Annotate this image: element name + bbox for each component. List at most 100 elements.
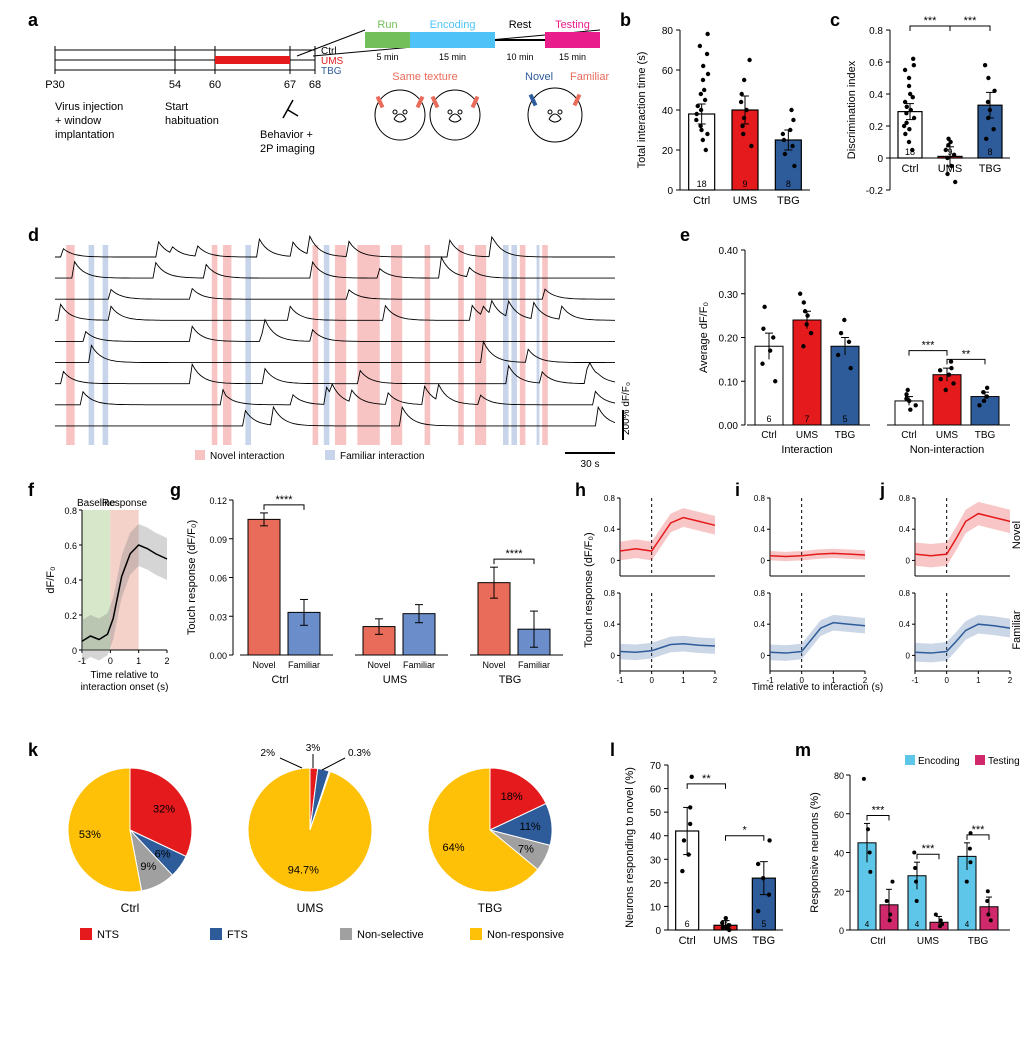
panel-label: c <box>830 10 840 31</box>
svg-text:60: 60 <box>209 79 221 91</box>
svg-text:15 min: 15 min <box>439 52 466 62</box>
svg-text:20: 20 <box>650 879 662 890</box>
svg-text:Same texture: Same texture <box>392 71 457 83</box>
svg-text:Touch response (dF/F₀): Touch response (dF/F₀) <box>186 520 198 635</box>
svg-text:Novel: Novel <box>367 660 390 670</box>
svg-text:Familiar: Familiar <box>1011 610 1023 649</box>
svg-text:+ window: + window <box>55 115 101 127</box>
svg-text:Non-responsive: Non-responsive <box>487 929 564 941</box>
svg-text:0: 0 <box>944 676 949 685</box>
svg-text:0.4: 0.4 <box>604 620 616 629</box>
panel-label: a <box>28 10 38 31</box>
svg-text:**: ** <box>702 773 711 785</box>
svg-text:0: 0 <box>906 651 911 660</box>
svg-text:Familiar: Familiar <box>570 71 609 83</box>
svg-text:40: 40 <box>650 832 662 843</box>
panel-label: d <box>28 225 39 246</box>
svg-text:Interaction: Interaction <box>781 444 832 456</box>
svg-text:***: *** <box>922 843 936 855</box>
svg-text:dF/F₀: dF/F₀ <box>45 566 57 593</box>
svg-text:60: 60 <box>834 810 844 820</box>
svg-text:5: 5 <box>761 919 766 929</box>
svg-text:53%: 53% <box>79 829 101 841</box>
figure-root: abcdefghijklmP3054606768CtrlUMSTBGVirus … <box>0 0 1025 1050</box>
svg-text:50: 50 <box>650 808 662 819</box>
svg-text:6: 6 <box>685 919 690 929</box>
svg-text:0.6: 0.6 <box>64 541 77 551</box>
svg-text:0.8: 0.8 <box>754 589 766 598</box>
svg-text:NTS: NTS <box>97 929 119 941</box>
svg-text:Encoding: Encoding <box>918 756 960 767</box>
svg-text:UMS: UMS <box>733 195 757 207</box>
svg-text:-0.2: -0.2 <box>866 186 884 197</box>
svg-text:Time relative to: Time relative to <box>91 670 159 681</box>
panel-label: e <box>680 225 690 246</box>
svg-text:Virus injection: Virus injection <box>55 101 123 113</box>
svg-text:10: 10 <box>650 902 662 913</box>
svg-text:80: 80 <box>662 26 674 37</box>
svg-text:0.4: 0.4 <box>899 620 911 629</box>
svg-text:Time relative to interaction (: Time relative to interaction (s) <box>752 682 883 693</box>
svg-text:32%: 32% <box>153 803 175 815</box>
svg-text:TBG: TBG <box>478 901 503 915</box>
svg-text:0.4: 0.4 <box>64 576 77 586</box>
svg-text:UMS: UMS <box>383 674 407 686</box>
svg-text:0.09: 0.09 <box>209 535 227 545</box>
svg-text:Ctrl: Ctrl <box>901 163 918 175</box>
svg-text:Ctrl: Ctrl <box>693 195 710 207</box>
svg-text:5: 5 <box>842 414 847 424</box>
svg-text:0.00: 0.00 <box>719 421 739 432</box>
svg-text:Non-interaction: Non-interaction <box>910 444 985 456</box>
svg-text:****: **** <box>275 494 293 506</box>
svg-text:9%: 9% <box>140 861 156 873</box>
svg-text:0.8: 0.8 <box>899 589 911 598</box>
svg-text:0.3%: 0.3% <box>348 748 371 759</box>
svg-text:TBG: TBG <box>968 936 989 947</box>
svg-text:Novel: Novel <box>1011 521 1023 549</box>
svg-text:1: 1 <box>681 676 686 685</box>
svg-text:0.10: 0.10 <box>719 377 739 388</box>
svg-text:Run: Run <box>377 19 397 31</box>
svg-text:UMS: UMS <box>713 935 737 947</box>
svg-text:Novel: Novel <box>252 660 275 670</box>
svg-text:Neurons responding to novel (%: Neurons responding to novel (%) <box>624 767 636 928</box>
svg-text:200% dF/F₀: 200% dF/F₀ <box>621 382 632 435</box>
panel-label: l <box>610 740 615 761</box>
svg-text:Novel: Novel <box>482 660 505 670</box>
svg-text:0.8: 0.8 <box>604 589 616 598</box>
svg-text:Discrimination index: Discrimination index <box>846 60 858 159</box>
svg-text:7: 7 <box>804 414 809 424</box>
svg-text:68: 68 <box>309 79 321 91</box>
svg-text:UMS: UMS <box>938 163 962 175</box>
svg-text:0.00: 0.00 <box>209 651 227 661</box>
svg-text:0.4: 0.4 <box>604 525 616 534</box>
svg-text:interaction onset (s): interaction onset (s) <box>81 682 169 693</box>
svg-text:3%: 3% <box>306 743 321 754</box>
svg-text:Ctrl: Ctrl <box>870 936 886 947</box>
svg-text:Touch response (dF/F₀): Touch response (dF/F₀) <box>583 532 595 647</box>
svg-text:Ctrl: Ctrl <box>271 674 288 686</box>
svg-text:-1: -1 <box>616 676 624 685</box>
svg-text:Ctrl: Ctrl <box>901 430 917 441</box>
svg-text:0.8: 0.8 <box>604 494 616 503</box>
svg-text:habituation: habituation <box>165 115 219 127</box>
svg-text:UMS: UMS <box>297 901 324 915</box>
svg-text:40: 40 <box>662 106 674 117</box>
svg-text:94.7%: 94.7% <box>288 865 319 877</box>
svg-text:***: *** <box>872 804 886 816</box>
svg-text:2: 2 <box>713 676 718 685</box>
svg-text:0.8: 0.8 <box>754 494 766 503</box>
svg-text:***: *** <box>922 340 936 352</box>
svg-text:18: 18 <box>697 179 707 189</box>
svg-text:Non-selective: Non-selective <box>357 929 424 941</box>
svg-text:Testing: Testing <box>555 19 590 31</box>
svg-text:8: 8 <box>987 147 992 157</box>
svg-text:0.30: 0.30 <box>719 290 739 301</box>
svg-text:40: 40 <box>834 849 844 859</box>
svg-text:20: 20 <box>834 887 844 897</box>
svg-text:0: 0 <box>611 651 616 660</box>
svg-text:0: 0 <box>667 186 673 197</box>
svg-text:Familiar: Familiar <box>288 660 320 670</box>
svg-text:70: 70 <box>650 761 662 772</box>
svg-text:Rest: Rest <box>509 19 532 31</box>
